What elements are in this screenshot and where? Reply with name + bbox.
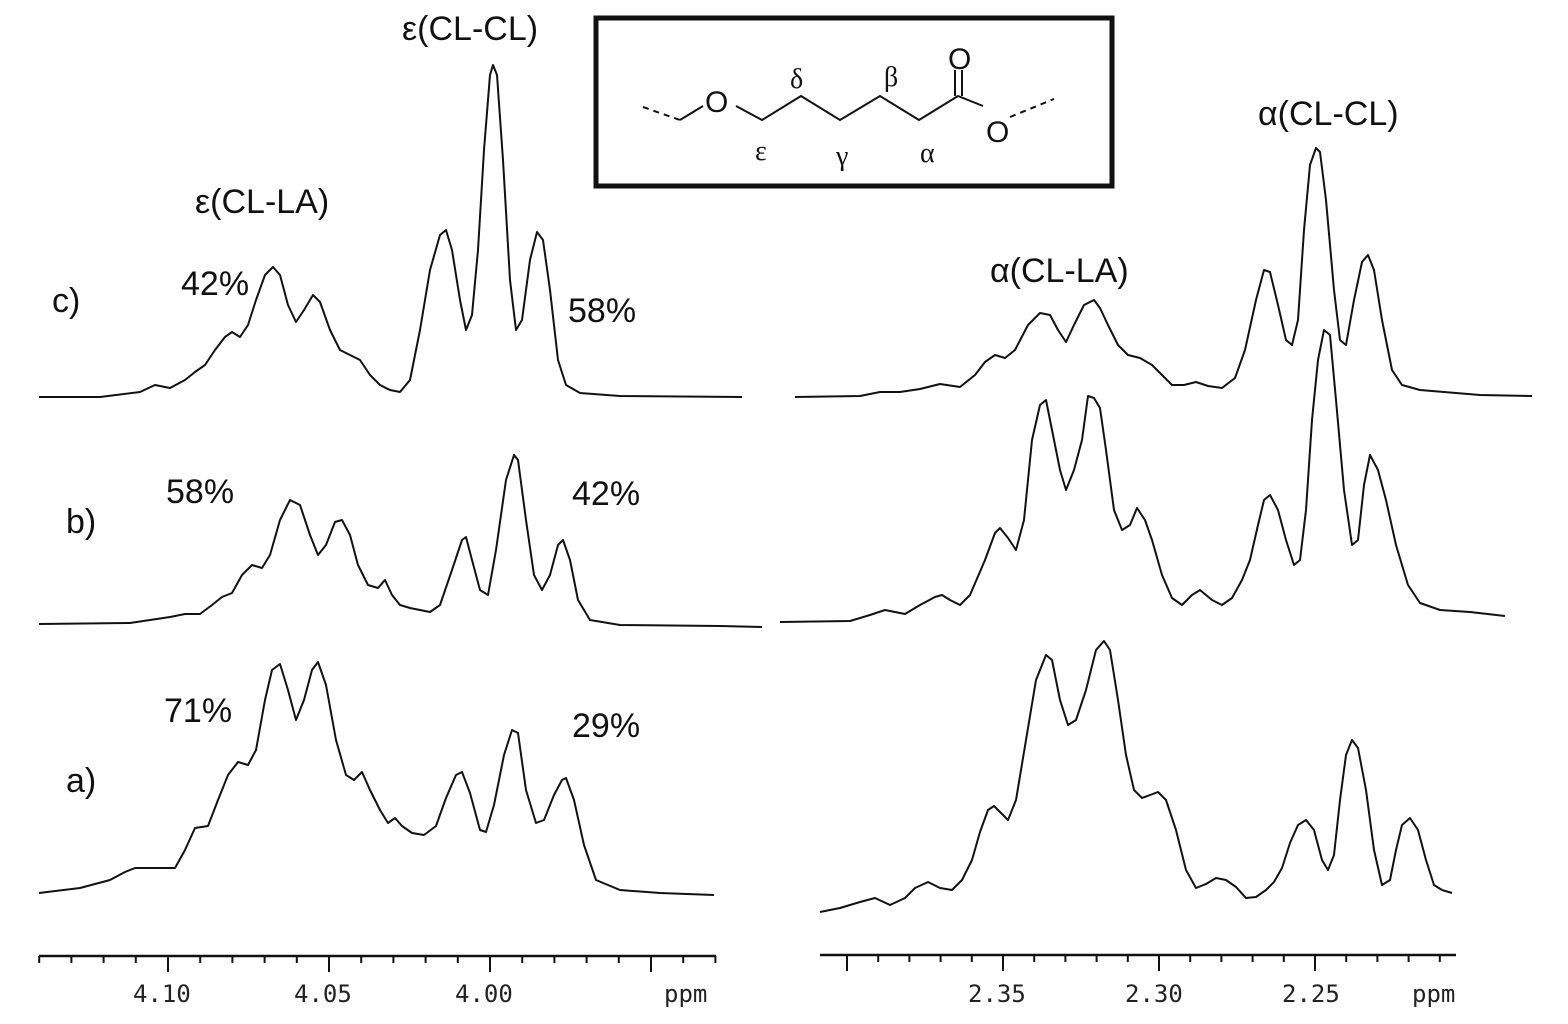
tick-label-4-00: 4.00 — [455, 980, 513, 1008]
x-axis-right — [820, 953, 1456, 971]
tick-label-2-30: 2.30 — [1125, 980, 1183, 1008]
spectrum-trace-a-epsilon — [38, 661, 715, 896]
spectrum-trace-a-alpha — [819, 640, 1453, 913]
pct-c-right: 58% — [568, 292, 636, 330]
spectrum-trace-b-alpha — [779, 329, 1506, 623]
peak-label-alpha-cl-la: α(CL-LA) — [990, 252, 1129, 290]
label-alpha: α — [920, 138, 935, 169]
structure-frame — [593, 15, 1115, 189]
trace-label-a: a) — [66, 762, 96, 800]
peak-label-alpha-cl-cl: α(CL-CL) — [1258, 95, 1399, 133]
spectrum-trace-b-epsilon — [38, 454, 763, 628]
label-epsilon: ε — [755, 136, 767, 167]
pct-c-left: 42% — [181, 265, 249, 303]
backbone-bonds-2 — [735, 95, 984, 121]
tick-label-2-25: 2.25 — [1282, 980, 1340, 1008]
peak-label-eps-cl-cl: ε(CL-CL) — [402, 10, 538, 48]
label-delta: δ — [790, 64, 803, 95]
label-beta: β — [884, 62, 898, 93]
spectrum-trace-c-epsilon — [39, 64, 743, 398]
structure-inset: O O O δ β ε γ α — [593, 15, 1115, 189]
pct-b-right: 42% — [572, 475, 640, 513]
axis-unit-left: ppm — [664, 980, 707, 1008]
oxygen-carbonyl: O — [948, 43, 971, 76]
tick-label-4-05: 4.05 — [294, 980, 352, 1008]
oxygen-ester: O — [986, 116, 1009, 149]
trace-label-b: b) — [66, 503, 96, 541]
pct-a-left: 71% — [164, 692, 232, 730]
label-gamma: γ — [835, 141, 848, 172]
x-axis-left — [38, 954, 717, 972]
pct-a-right: 29% — [572, 707, 640, 745]
axis-unit-right: ppm — [1412, 980, 1455, 1008]
tick-label-2-35: 2.35 — [968, 980, 1026, 1008]
dashed-bond-right — [1009, 98, 1055, 118]
trace-label-c: c) — [52, 282, 80, 320]
oxygen-1: O — [705, 86, 728, 119]
spectrum-trace-c-alpha — [794, 147, 1533, 398]
tick-label-4-10: 4.10 — [133, 980, 191, 1008]
peak-label-eps-cl-la: ε(CL-LA) — [195, 183, 329, 221]
pct-b-left: 58% — [166, 473, 234, 511]
backbone-bonds-1 — [679, 105, 704, 121]
